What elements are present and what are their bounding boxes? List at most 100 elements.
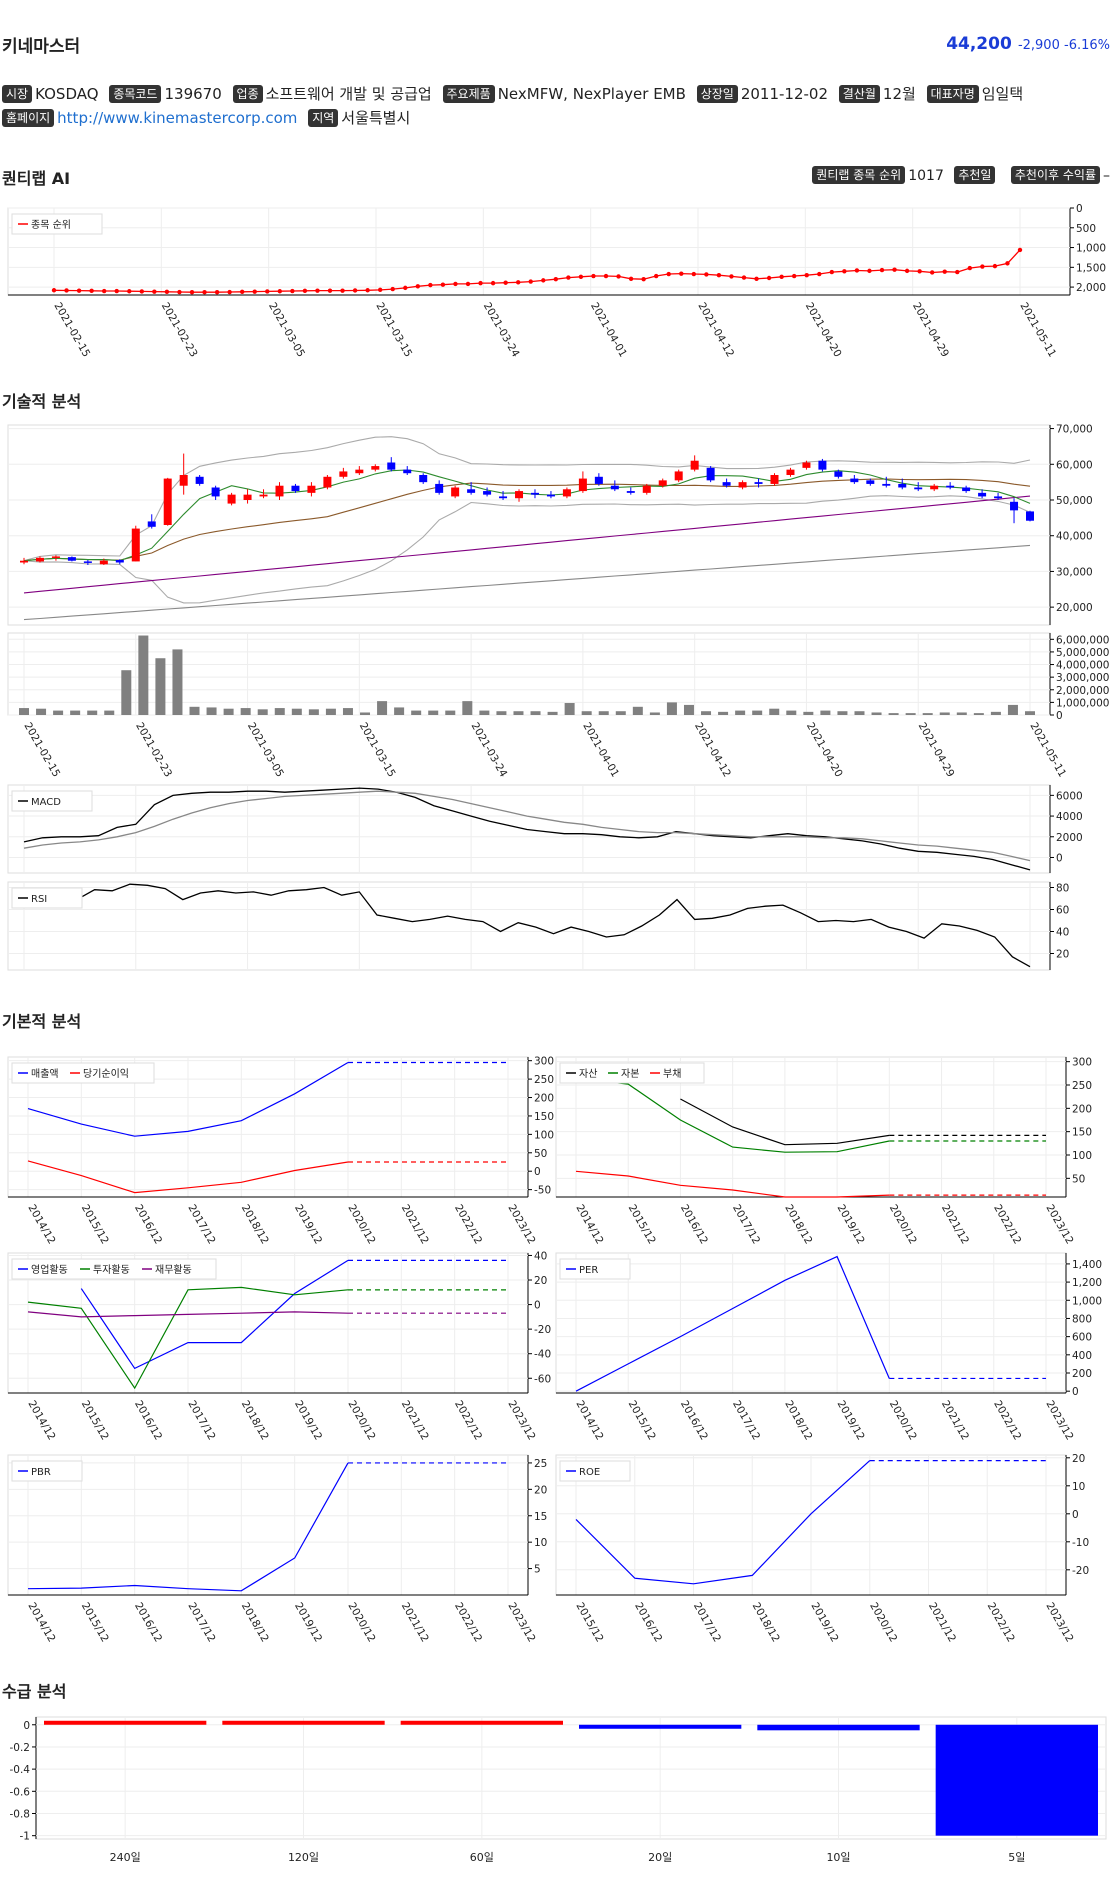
volume-bar	[377, 701, 388, 715]
volume-bar	[291, 708, 302, 715]
cashflow-xtick-label: 2020/12	[345, 1399, 377, 1443]
rank-point	[603, 273, 609, 279]
volume-bar	[189, 706, 200, 715]
rsi-ytick-label: 20	[1056, 949, 1069, 961]
industry-tag: 업종	[232, 85, 263, 103]
rank-point	[842, 269, 847, 274]
volume-bar	[394, 707, 405, 715]
pbr-xtick-label: 2020/12	[345, 1601, 377, 1645]
candle-body	[499, 496, 508, 499]
volume-ytick-label: 3,000,000	[1056, 672, 1109, 684]
rank-point	[189, 290, 195, 295]
rank-chart: 0 500 1,000 1,500 2,000 2021-02-15 2021-02-23 2…	[7, 203, 1106, 360]
rank-ytick-label: 1,500	[1076, 262, 1106, 274]
pbr-ytick-label: 15	[534, 1511, 547, 1523]
volume-bar	[547, 711, 558, 715]
rank-point	[716, 273, 722, 278]
sales_profit-ytick-label: 50	[534, 1148, 547, 1160]
rank-point	[239, 289, 245, 295]
rank-point	[114, 288, 119, 294]
assets-xtick-label: 2016/12	[678, 1203, 710, 1247]
rank-point	[202, 290, 207, 295]
rank-legend-label: 종목 순위	[31, 218, 71, 231]
sales_profit-ytick-label: 100	[534, 1129, 554, 1141]
rank-xtick-label: 2021-04-12	[695, 301, 736, 360]
sales_profit-line	[27, 1061, 349, 1137]
rank-point	[515, 280, 521, 285]
code-value: 139670	[164, 85, 222, 103]
macd-legend-box	[11, 790, 93, 812]
candle-body	[83, 561, 92, 563]
candle-body	[115, 560, 124, 563]
rank-point	[51, 288, 57, 293]
company-name: 키네마스터	[2, 37, 81, 57]
region-value: 서울특별시	[341, 109, 411, 127]
assets-xtick-label: 2015/12	[626, 1203, 658, 1247]
pbr-xtick-label: 2021/12	[399, 1601, 431, 1645]
candle-body	[371, 466, 380, 470]
rank-xtick-label: 2021-02-23	[159, 301, 200, 360]
assets-xtick-label: 2021/12	[939, 1203, 971, 1247]
rank-point	[942, 269, 947, 274]
volume-ytick-label: 6,000,000	[1056, 634, 1109, 646]
section-title-supply: 수급 분석	[2, 1682, 67, 1701]
volume-xtick-label: 2021-03-15	[357, 721, 398, 780]
rank-point	[478, 280, 483, 286]
candle-body	[35, 557, 44, 562]
rank-xtick-label: 2021-04-01	[588, 301, 629, 360]
volume-bar	[411, 710, 422, 715]
volume-bar	[342, 708, 353, 715]
candle-body	[930, 485, 939, 490]
rank-xtick-label: 2021-04-20	[803, 301, 844, 360]
sales_profit-ytick-label: -50	[534, 1185, 551, 1197]
rank-xtick-label: 2021-05-11	[1017, 301, 1058, 360]
roe-ytick-label: 10	[1072, 1481, 1085, 1493]
rank-point	[340, 288, 345, 293]
assets-ytick-label: 150	[1072, 1127, 1092, 1139]
volume-xtick-label: 2021-02-15	[21, 721, 62, 780]
candle-body	[626, 491, 635, 493]
rsi-ytick-label: 40	[1056, 927, 1069, 939]
homepage-link[interactable]: http://www.kinemastercorp.com	[57, 109, 298, 127]
sales_profit-xtick-label: 2022/12	[452, 1203, 484, 1247]
rank-point	[804, 273, 809, 278]
cashflow-ytick-label: 0	[534, 1300, 541, 1312]
volume-bar	[325, 708, 336, 715]
pbr-chart: 25 20 15 10 5 2014/12 2015/12 2016/12 2017/12 201…	[7, 1454, 547, 1645]
rank-point	[904, 268, 910, 274]
rank-point	[177, 289, 182, 295]
pbr-xtick-label: 2016/12	[132, 1601, 164, 1645]
assets-legend-label: 자본	[621, 1068, 639, 1080]
roe-xtick-label: 2018/12	[750, 1601, 782, 1645]
rank-point	[917, 269, 922, 274]
sales_profit-xtick-label: 2021/12	[399, 1203, 431, 1247]
cashflow-xtick-label: 2015/12	[79, 1399, 111, 1443]
per-ytick-label: 400	[1072, 1350, 1092, 1362]
per-ytick-label: 0	[1072, 1386, 1079, 1398]
candle-body	[339, 471, 348, 477]
sales_profit-xtick-label: 2018/12	[239, 1203, 271, 1247]
volume-bar	[769, 708, 780, 715]
volume-bar	[496, 711, 507, 715]
assets-ytick-label: 200	[1072, 1103, 1092, 1115]
candle-body	[291, 485, 300, 492]
price-ytick-label: 30,000	[1056, 566, 1093, 578]
candle-body	[562, 489, 571, 497]
candle-body	[530, 492, 539, 495]
supply-bar	[44, 1720, 207, 1725]
volume-bar	[87, 710, 98, 715]
volume-bar	[956, 712, 967, 715]
assets-ytick-label: 250	[1072, 1080, 1092, 1092]
rank-point	[302, 288, 308, 294]
price-ytick-label: 50,000	[1056, 495, 1093, 507]
volume-bar	[752, 710, 763, 715]
sales_profit-xtick-label: 2017/12	[185, 1203, 217, 1247]
assets-line	[680, 1098, 890, 1146]
volume-bar	[632, 706, 643, 715]
volume-bar	[36, 708, 47, 715]
roe-xtick-label: 2023/12	[1043, 1601, 1075, 1645]
candle-body	[722, 482, 731, 486]
volume-bar	[735, 710, 746, 715]
candle-body	[1026, 511, 1034, 521]
sales_profit-ytick-label: 250	[534, 1074, 554, 1086]
